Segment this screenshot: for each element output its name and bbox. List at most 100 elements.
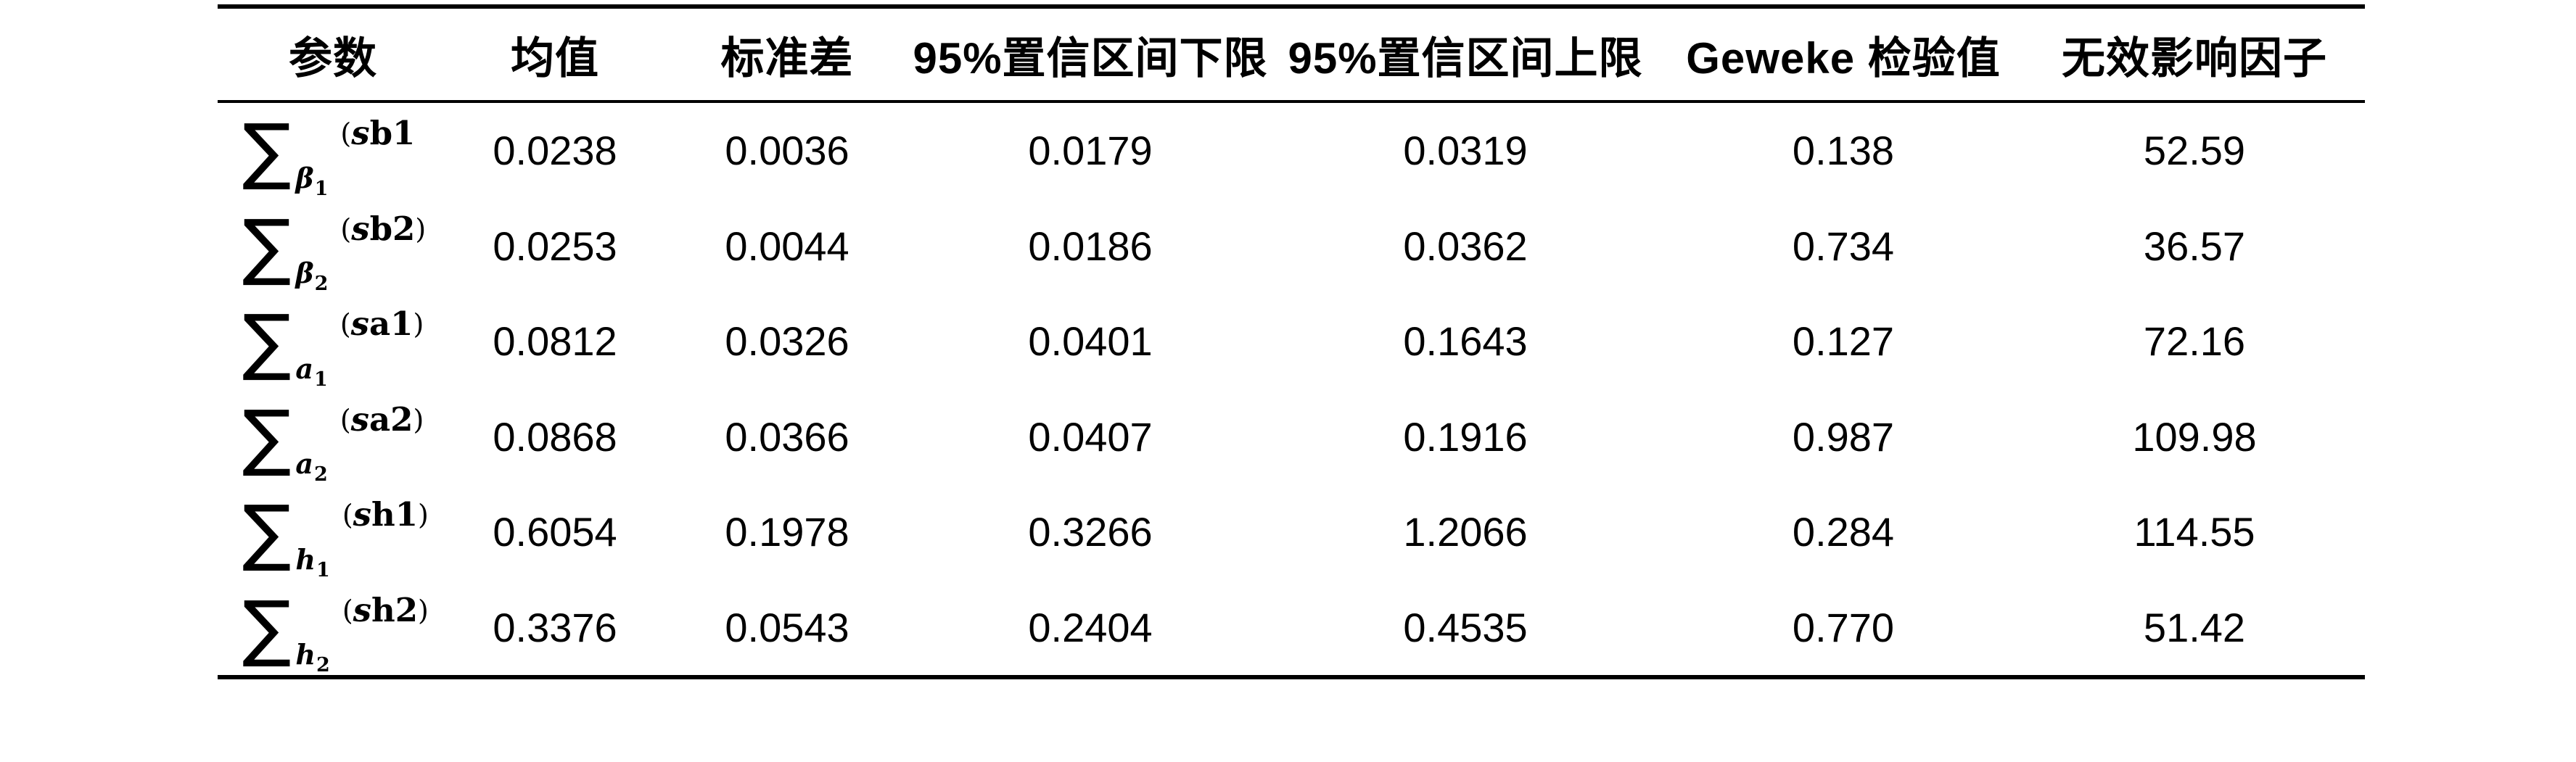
cell-mean: 0.0868	[493, 413, 617, 460]
cell-parameter: ∑ a1 (sa1)	[218, 299, 448, 389]
label-open-paren: (	[340, 308, 351, 341]
parameter-label: (sa2)	[340, 403, 424, 436]
table-row: ∑ a2 (sa2) 0.0868 0.0366 0.0407 0.1916 0.987 109…	[218, 389, 2365, 484]
label-s: s	[351, 209, 370, 248]
cell-mean: 0.3376	[493, 604, 617, 650]
label-open-paren: (	[342, 594, 353, 626]
cell-ci-lower: 0.0401	[1028, 318, 1153, 365]
subscript-number: 2	[316, 654, 330, 677]
cell-geweke: 0.770	[1792, 604, 1895, 650]
cell-std-dev: 0.0036	[725, 128, 849, 174]
cell-ci-lower: 0.0186	[1028, 223, 1153, 269]
parameter-label: (sb1	[340, 117, 415, 149]
label-close-paren: )	[418, 499, 429, 531]
cell-ci-upper: 0.0362	[1403, 223, 1528, 269]
cell-geweke: 0.127	[1792, 318, 1895, 365]
parameter-label: (sb2)	[340, 212, 426, 245]
cell-parameter: ∑ β1 (sb1	[218, 108, 448, 199]
cell-inefficiency: 52.59	[2143, 128, 2246, 174]
cell-geweke: 0.734	[1792, 223, 1895, 269]
cell-ci-upper: 0.1916	[1403, 413, 1528, 460]
cell-mean: 0.0238	[493, 128, 617, 174]
cell-inefficiency: 114.55	[2133, 509, 2255, 555]
cell-inefficiency: 36.57	[2143, 223, 2246, 269]
cell-ci-upper: 0.0319	[1403, 128, 1528, 174]
label-close-paren: )	[413, 308, 424, 341]
sigma-subscript: h1	[295, 545, 329, 580]
subscript-number: 2	[314, 463, 328, 486]
cell-ci-upper: 0.1643	[1403, 318, 1528, 365]
table-header-row: 参数 均值 标准差 95%置信区间下限 95%置信区间上限 Geweke 检验值 无效影响因…	[218, 4, 2365, 103]
label-close-paren: )	[413, 403, 424, 436]
label-open-paren: (	[340, 212, 352, 245]
parameter-label: (sh1)	[342, 498, 429, 531]
cell-parameter: ∑ h1 (sh1)	[218, 489, 448, 580]
label-open-paren: (	[342, 499, 353, 531]
cell-std-dev: 0.0326	[725, 318, 849, 365]
cell-mean: 0.0812	[493, 318, 617, 365]
parameter-label: (sh2)	[342, 594, 429, 626]
column-header-geweke: Geweke 检验值	[1686, 33, 2001, 83]
cell-std-dev: 0.1978	[725, 509, 849, 555]
table-row: ∑ β2 (sb2) 0.0253 0.0044 0.0186 0.0362 0.734 36.…	[218, 199, 2365, 294]
table-row: ∑ h2 (sh2) 0.3376 0.0543 0.2404 0.4535 0.770 51.…	[218, 580, 2365, 675]
cell-geweke: 0.138	[1792, 128, 1895, 174]
subscript-number: 1	[314, 177, 329, 200]
cell-parameter: ∑ h2 (sh2)	[218, 584, 448, 675]
cell-ci-upper: 1.2066	[1403, 509, 1528, 555]
cell-parameter: ∑ a2 (sa2)	[218, 394, 448, 484]
sigma-symbol: ∑	[242, 584, 292, 670]
cell-ci-upper: 0.4535	[1403, 604, 1528, 650]
parameter-label: (sa1)	[340, 307, 424, 340]
label-rest: h1	[371, 495, 419, 534]
column-header-ci-upper: 95%置信区间上限	[1288, 33, 1643, 83]
table-row: ∑ h1 (sh1) 0.6054 0.1978 0.3266 1.2066 0.284 114…	[218, 484, 2365, 580]
subscript-number: 2	[314, 273, 329, 296]
cell-inefficiency: 109.98	[2132, 413, 2257, 460]
sigma-symbol: ∑	[242, 203, 292, 289]
cell-geweke: 0.987	[1792, 413, 1895, 460]
cell-std-dev: 0.0543	[725, 604, 849, 650]
column-header-parameter: 参数	[289, 33, 377, 83]
cell-ci-lower: 0.3266	[1028, 509, 1153, 555]
mcmc-results-table: 参数 均值 标准差 95%置信区间下限 95%置信区间上限 Geweke 检验值 无效影响因…	[218, 4, 2365, 679]
label-rest: b1	[369, 114, 416, 153]
sigma-symbol: ∑	[242, 394, 292, 479]
sigma-symbol: ∑	[242, 299, 292, 384]
subscript-number: 1	[314, 368, 328, 391]
label-s: s	[350, 399, 369, 439]
cell-ci-lower: 0.0407	[1028, 413, 1153, 460]
label-rest: b2	[369, 209, 416, 248]
label-close-paren: )	[418, 594, 429, 626]
sigma-symbol: ∑	[242, 108, 292, 194]
cell-inefficiency: 72.16	[2143, 318, 2246, 365]
subscript-letter: a	[295, 447, 314, 481]
label-s: s	[353, 590, 371, 629]
sigma-subscript: h2	[295, 641, 329, 676]
column-header-inefficiency: 无效影响因子	[2062, 33, 2327, 83]
cell-parameter: ∑ β2 (sb2)	[218, 203, 448, 294]
label-open-paren: (	[340, 117, 352, 150]
label-open-paren: (	[340, 403, 351, 436]
cell-std-dev: 0.0044	[725, 223, 849, 269]
table-body: ∑ β1 (sb1 0.0238 0.0036 0.0179 0.0319 0.138 52.5…	[218, 103, 2365, 679]
column-header-mean: 均值	[511, 33, 599, 83]
sigma-symbol: ∑	[242, 489, 292, 575]
subscript-letter: a	[295, 352, 314, 385]
label-s: s	[351, 114, 370, 153]
sigma-subscript: a2	[295, 447, 327, 485]
subscript-letter: β	[295, 161, 314, 194]
subscript-number: 1	[316, 558, 330, 581]
sigma-subscript: a1	[295, 352, 327, 389]
cell-inefficiency: 51.42	[2143, 604, 2246, 650]
label-s: s	[353, 495, 371, 534]
column-header-std-dev: 标准差	[720, 33, 854, 83]
label-s: s	[350, 305, 369, 344]
cell-mean: 0.0253	[493, 223, 617, 269]
column-header-ci-lower: 95%置信区间下限	[913, 33, 1268, 83]
cell-ci-lower: 0.0179	[1028, 128, 1153, 174]
label-close-paren: )	[415, 212, 427, 245]
label-rest: a2	[369, 399, 413, 439]
cell-std-dev: 0.0366	[725, 413, 849, 460]
